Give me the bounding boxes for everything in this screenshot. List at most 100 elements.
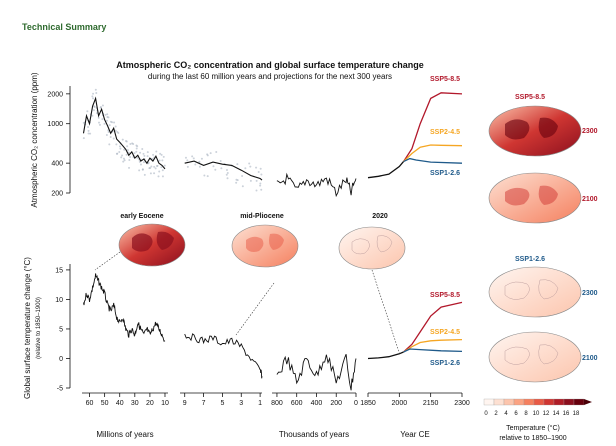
map-label-2020: 2020 xyxy=(372,213,388,220)
temp-ytick-label-0: -5 xyxy=(57,386,63,393)
proxy-point xyxy=(89,132,92,135)
co2-y-axis: 200 400 1000 2000 Atmospheric CO₂ concentra… xyxy=(30,72,71,208)
proxy-point xyxy=(91,95,94,98)
chart-title: Atmospheric CO₂ concentration and global… xyxy=(116,60,424,70)
proxy-point xyxy=(143,154,146,157)
proxy-point xyxy=(92,92,95,95)
x-axes: 60 50 40 30 20 10 Millions of years 9 7 5 3 1 800 600… xyxy=(82,392,470,439)
co2-label-ssp585: SSP5-8.5 xyxy=(430,76,460,83)
temp-label-ssp245: SSP2-4.5 xyxy=(430,329,460,336)
x-axis-label-0: Millions of years xyxy=(96,430,153,439)
co2-label-ssp126: SSP1-2.6 xyxy=(430,170,460,177)
proxy-point xyxy=(226,177,229,180)
x-tick-label-2-4: 0 xyxy=(354,400,358,407)
proxy-point xyxy=(86,110,89,113)
proxy-point xyxy=(126,149,129,152)
x-tick-label-2-0: 800 xyxy=(271,400,283,407)
proxy-point xyxy=(118,145,121,148)
colorbar-cell-3 xyxy=(513,398,525,406)
right-year-2100-a: 2100 xyxy=(582,196,598,203)
proxy-point xyxy=(105,133,108,136)
proxy-point xyxy=(114,125,117,128)
proxy-point xyxy=(129,143,132,146)
proxy-point xyxy=(220,167,223,170)
proxy-point xyxy=(136,156,139,159)
proxy-point xyxy=(236,163,239,166)
x-tick-label-1-4: 1 xyxy=(258,400,262,407)
co2-label-ssp245: SSP2-4.5 xyxy=(430,129,460,136)
chart-subtitle: during the last 60 million years and pro… xyxy=(147,72,393,81)
colorbar-arrow xyxy=(584,399,592,405)
proxy-point xyxy=(153,172,156,175)
proxy-point xyxy=(104,113,107,116)
proxy-point xyxy=(198,165,201,168)
proxy-point xyxy=(192,157,195,160)
x-tick-label-2-2: 400 xyxy=(311,400,323,407)
proxy-point xyxy=(122,157,125,160)
co2-ytick-label-0: 200 xyxy=(51,191,63,198)
co2-projection-ssp245 xyxy=(403,144,463,163)
proxy-point xyxy=(121,138,124,141)
co2-ytick-label-2: 1000 xyxy=(47,121,63,128)
proxy-point xyxy=(91,114,94,117)
proxy-point xyxy=(158,159,161,162)
colorbar-tick-6: 12 xyxy=(543,411,550,417)
proxy-point xyxy=(244,167,247,170)
temp-line-deep xyxy=(83,273,166,342)
proxy-point xyxy=(152,153,155,156)
colorbar-tick-4: 8 xyxy=(524,411,528,417)
proxy-point xyxy=(129,156,132,159)
proxy-point xyxy=(112,137,115,140)
right-year-2300-b: 2300 xyxy=(582,290,598,297)
proxy-point xyxy=(157,175,160,178)
proxy-point xyxy=(259,184,262,187)
proxy-point xyxy=(163,164,166,167)
temp-projection-ssp126 xyxy=(403,348,463,353)
proxy-point xyxy=(235,181,238,184)
proxy-point xyxy=(194,163,197,166)
proxy-point xyxy=(97,116,100,119)
proxy-point xyxy=(139,163,142,166)
right-year-2300-a: 2300 xyxy=(582,128,598,135)
colorbar-cell-6 xyxy=(543,398,555,406)
x-tick-label-2-3: 200 xyxy=(330,400,342,407)
proxy-point xyxy=(158,170,161,173)
temp-ytick-label-4: 15 xyxy=(55,267,63,274)
proxy-point xyxy=(93,105,96,108)
proxy-point xyxy=(149,172,152,175)
proxy-point xyxy=(135,144,138,147)
x-tick-label-0-3: 30 xyxy=(131,400,139,407)
proxy-point xyxy=(151,157,154,160)
proxy-point xyxy=(125,153,128,156)
proxy-point xyxy=(150,165,153,168)
proxy-point xyxy=(184,156,187,159)
proxy-point xyxy=(94,88,97,91)
co2-ytick-label-3: 2000 xyxy=(47,91,63,98)
proxy-point xyxy=(108,124,111,127)
proxy-point xyxy=(241,185,244,188)
proxy-point xyxy=(249,179,252,182)
colorbar-cell-7 xyxy=(553,398,565,406)
proxy-point xyxy=(135,150,138,153)
proxy-point xyxy=(161,169,164,172)
proxy-point xyxy=(92,97,95,100)
proxy-point xyxy=(260,188,263,191)
colorbar-cell-9 xyxy=(573,398,585,406)
proxy-point xyxy=(141,168,144,171)
proxy-point xyxy=(154,167,157,170)
proxy-point xyxy=(123,159,126,162)
co2-y-label: Atmospheric CO₂ concentration (ppm) xyxy=(30,72,39,207)
colorbar-tick-1: 2 xyxy=(494,411,498,417)
proxy-point xyxy=(135,147,138,150)
proxy-point xyxy=(111,121,114,124)
proxy-point xyxy=(123,148,126,151)
temp-ytick-label-1: 0 xyxy=(59,356,63,363)
proxy-point xyxy=(143,173,146,176)
x-tick-label-3-0: 1850 xyxy=(360,400,376,407)
section-header: Technical Summary xyxy=(22,22,107,32)
x-tick-label-1-0: 9 xyxy=(183,400,187,407)
proxy-point xyxy=(117,131,120,134)
right-map-ssp585-2300: SSP5-8.5 2300 xyxy=(488,94,598,157)
proxy-point xyxy=(95,92,98,95)
proxy-point xyxy=(106,113,109,116)
